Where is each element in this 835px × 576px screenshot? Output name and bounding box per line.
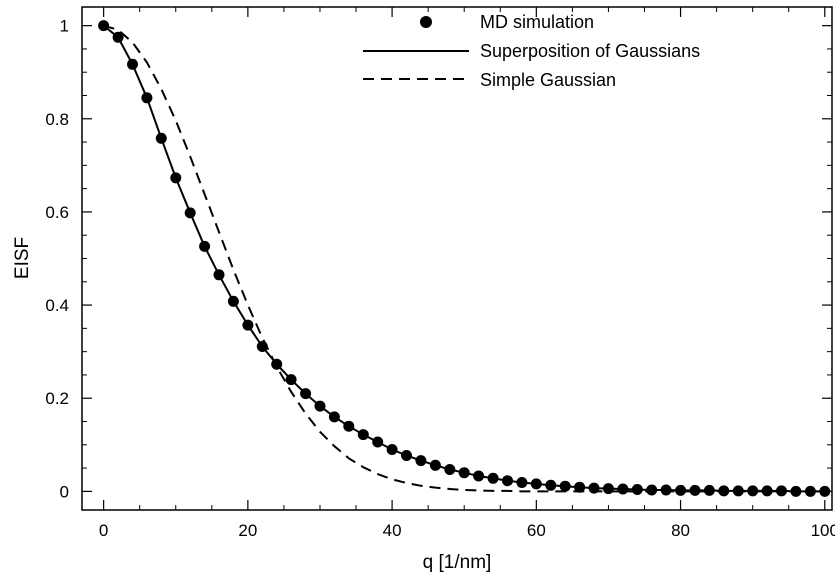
md-simulation-point — [574, 481, 586, 493]
md-simulation-point — [458, 467, 470, 479]
md-simulation-point — [675, 484, 687, 496]
md-simulation-point — [588, 482, 600, 494]
y-tick-label: 0.4 — [45, 296, 69, 315]
md-simulation-point — [415, 455, 427, 467]
md-simulation-point — [386, 444, 398, 455]
legend-label-simple-gaussian: Simple Gaussian — [480, 70, 616, 90]
md-simulation-point — [170, 172, 182, 184]
md-simulation-point — [761, 485, 773, 497]
md-simulation-point — [227, 295, 239, 307]
md-simulation-point — [790, 485, 802, 497]
x-tick-label: 60 — [527, 521, 546, 540]
axis-ticks — [82, 7, 832, 510]
x-tick-label: 100 — [811, 521, 835, 540]
y-tick-label: 0.2 — [45, 389, 69, 408]
md-simulation-point — [502, 475, 513, 487]
x-tick-label: 80 — [671, 521, 690, 540]
md-simulation-point — [328, 411, 340, 423]
md-simulation-point — [516, 477, 528, 488]
md-simulation-point — [141, 92, 153, 104]
md-simulation-point — [559, 480, 571, 492]
x-tick-label: 40 — [383, 521, 402, 540]
md-simulation-point — [660, 484, 672, 496]
md-simulation-point — [112, 31, 124, 43]
md-simulation-point — [357, 429, 369, 441]
md-simulation-point — [98, 20, 110, 32]
plot-area — [98, 20, 831, 497]
legend-label-md-simulation: MD simulation — [480, 12, 594, 32]
md-simulation-point — [487, 472, 499, 484]
md-simulation-point — [545, 479, 557, 491]
md-simulation-point — [689, 484, 701, 496]
md-simulation-point — [300, 388, 312, 400]
y-tick-label: 0.6 — [45, 203, 69, 222]
legend: MD simulation Superposition of Gaussians… — [363, 12, 700, 90]
md-simulation-point — [776, 485, 787, 497]
md-simulation-point — [256, 341, 268, 352]
legend-marker-md-simulation — [420, 16, 432, 28]
x-axis-label: q [1/nm] — [423, 552, 492, 573]
y-tick-label: 1 — [60, 17, 69, 36]
md-simulation-point — [199, 240, 211, 252]
md-simulation-point — [155, 132, 167, 144]
md-simulation-point — [602, 483, 614, 495]
md-simulation-point — [646, 484, 658, 496]
y-tick-label: 0 — [60, 482, 69, 501]
x-tick-label: 0 — [99, 521, 108, 540]
md-simulation-point — [242, 319, 254, 331]
plot-frame — [81, 6, 833, 511]
y-axis-label: EISF — [12, 237, 33, 279]
md-simulation-point — [184, 207, 196, 219]
md-simulation-point — [127, 58, 138, 70]
md-simulation-point — [804, 485, 816, 497]
y-tick-label: 0.8 — [45, 110, 69, 129]
md-simulation-point — [631, 484, 643, 495]
md-simulation-point — [401, 450, 412, 461]
axis-tick-labels: 0 20 40 60 80 100 0 0.2 0.4 0.6 0.8 1 — [45, 17, 835, 540]
x-tick-label: 20 — [238, 521, 257, 540]
md-simulation-point — [444, 464, 456, 475]
legend-label-superposition: Superposition of Gaussians — [480, 41, 700, 61]
md-simulation-point — [372, 436, 384, 448]
md-simulation-point — [314, 400, 326, 412]
md-simulation-point — [213, 269, 225, 281]
md-simulation-point — [617, 483, 629, 495]
md-simulation-point — [732, 485, 744, 497]
md-simulation-point — [343, 420, 355, 432]
md-simulation-point — [530, 478, 542, 490]
md-simulation-point — [703, 484, 715, 496]
md-simulation-point — [718, 485, 730, 497]
md-simulation-point — [747, 485, 759, 497]
md-simulation-point — [285, 374, 297, 386]
md-simulation-point — [473, 470, 485, 482]
md-simulation-point — [819, 485, 831, 497]
md-simulation-point — [271, 358, 283, 370]
md-simulation-point — [429, 459, 441, 471]
series-line-superposition — [102, 24, 825, 493]
